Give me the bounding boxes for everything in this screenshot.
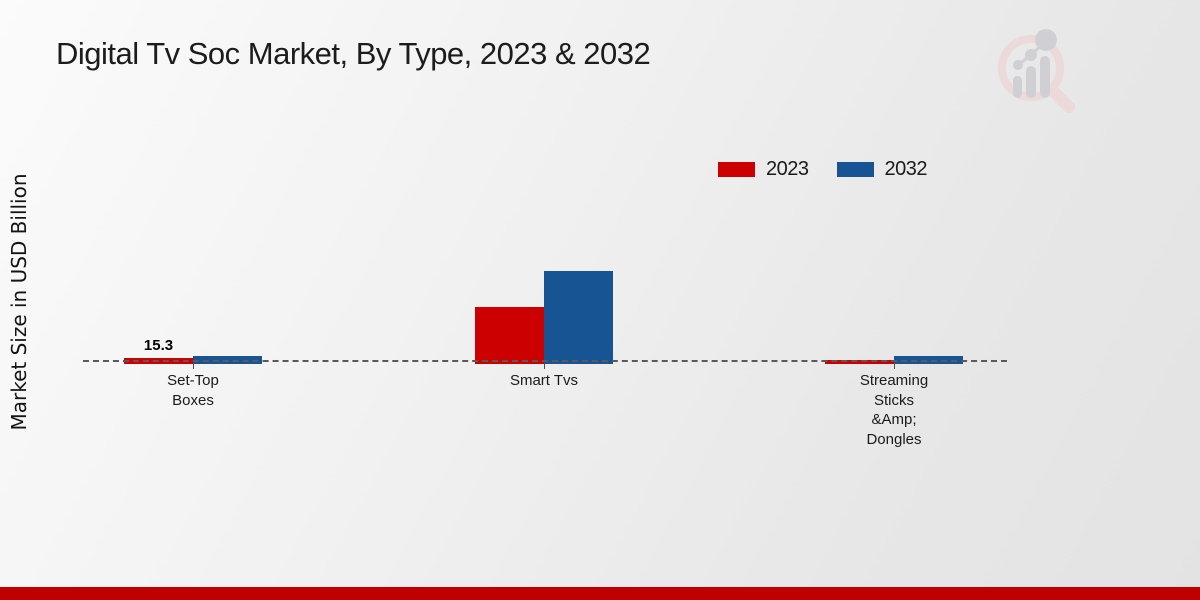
x-axis-tick-streaming-sticks-amp-dongles xyxy=(894,362,895,369)
x-axis-tick-smart-tvs xyxy=(544,362,545,369)
legend-item-2032: 2032 xyxy=(836,158,928,181)
bar-2023-smart-tvs xyxy=(475,307,544,364)
bar-chart-glyph-icon xyxy=(1013,29,1057,98)
x-axis-tick-set-top-boxes xyxy=(193,362,194,369)
chart-title: Digital Tv Soc Market, By Type, 2023 & 2… xyxy=(56,36,651,71)
category-label-streaming-sticks-amp-dongles: Streaming Sticks &Amp; Dongles xyxy=(859,372,929,448)
category-label-set-top-boxes: Set-Top Boxes xyxy=(167,372,219,409)
legend-swatch-2023 xyxy=(718,162,755,177)
legend-item-2023: 2023 xyxy=(718,158,809,181)
bar-value-label-15.3: 15.3 xyxy=(143,337,174,354)
bar-2032-smart-tvs xyxy=(544,271,613,364)
baseline-dashed-line xyxy=(83,360,1007,362)
legend-label-2032: 2032 xyxy=(884,158,928,180)
footer-red-bar xyxy=(0,587,1200,600)
legend-label-2023: 2023 xyxy=(766,158,809,180)
category-label-smart-tvs: Smart Tvs xyxy=(509,372,579,389)
bar-2023-streaming-sticks-amp-dongles xyxy=(825,360,894,364)
mrfr-logo-watermark xyxy=(998,29,1075,113)
legend: 2023 2032 xyxy=(718,158,927,181)
legend-swatch-2032 xyxy=(836,162,874,177)
